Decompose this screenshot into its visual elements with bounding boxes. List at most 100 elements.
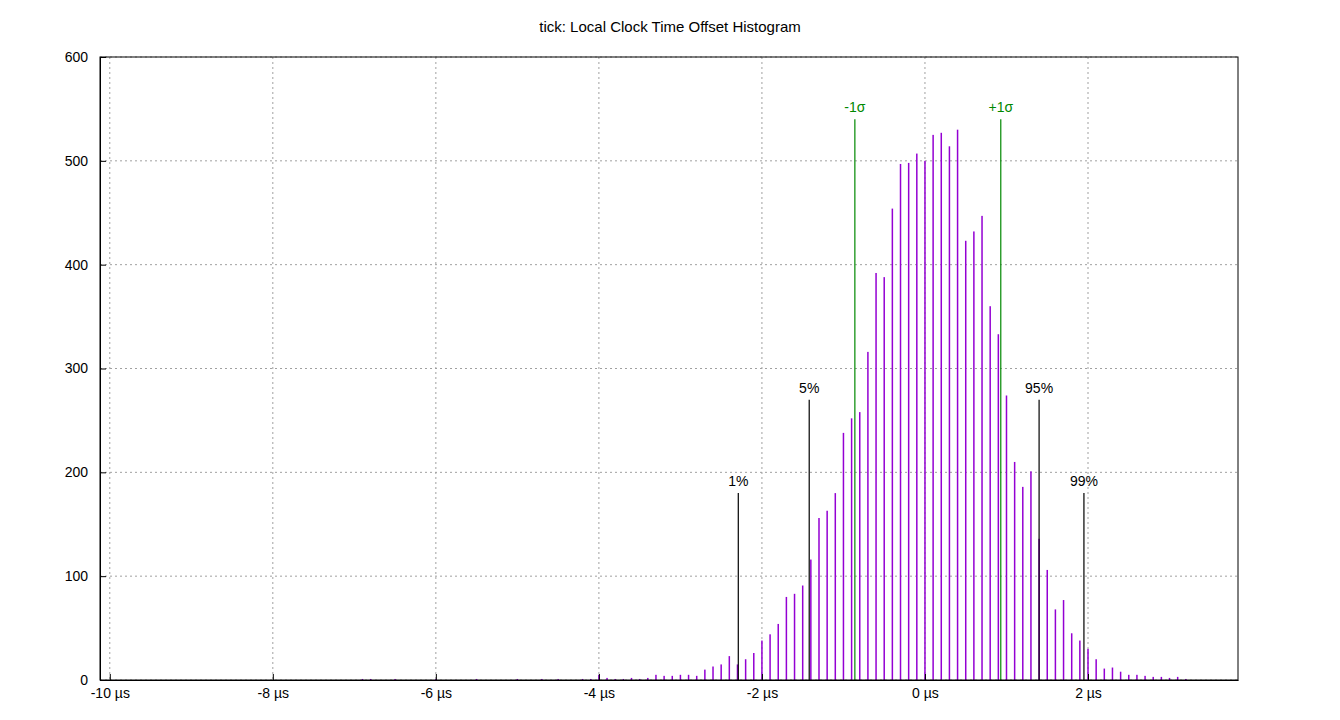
annotation-line (1000, 119, 1001, 680)
x-tick-mark (273, 674, 274, 680)
bar (957, 130, 959, 680)
y-axis: 0 100 200 300 400 500 600 (65, 49, 106, 688)
bar (655, 675, 657, 680)
y-tick-mark (100, 57, 106, 58)
y-grid-line (100, 160, 1238, 161)
bar (867, 352, 869, 680)
annotation-label: -1σ (844, 99, 865, 115)
bar (1022, 487, 1024, 680)
bar (908, 163, 910, 680)
x-tick-mark (1088, 674, 1089, 680)
bar (1079, 641, 1081, 680)
y-tick-label: 400 (65, 257, 89, 273)
bar (1071, 633, 1073, 680)
bar (1046, 570, 1048, 680)
annotations: 1% 5% -1σ +1σ 95% 99% (728, 99, 1098, 680)
y-tick-mark (100, 680, 106, 681)
bar (598, 675, 600, 680)
x-tick-mark (436, 674, 437, 680)
y-tick: 400 (65, 257, 106, 273)
y-tick: 100 (65, 568, 106, 584)
y-tick-label: 300 (65, 360, 89, 376)
x-tick: 2 µs (1075, 674, 1102, 701)
y-tick: 600 (65, 49, 106, 65)
bar (989, 306, 991, 680)
grid (100, 57, 1238, 680)
y-tick-mark (100, 161, 106, 162)
bar (720, 664, 722, 680)
bar (843, 433, 845, 680)
y-grid-line (100, 368, 1238, 369)
annotation-line (738, 493, 739, 680)
bar (998, 334, 1000, 680)
x-grid-line (272, 57, 273, 680)
x-axis-line (101, 680, 1239, 681)
annotation-label: +1σ (988, 99, 1013, 115)
bar (688, 675, 690, 680)
bar (672, 676, 674, 680)
bar (663, 676, 665, 680)
bar (753, 653, 755, 680)
x-tick: -6 µs (421, 674, 452, 701)
x-tick: 0 µs (912, 674, 939, 701)
bar (794, 594, 796, 680)
bar (932, 135, 934, 680)
bar (851, 418, 853, 680)
bar (818, 518, 820, 680)
y-tick-mark (100, 576, 106, 577)
x-tick-label: -10 µs (91, 685, 130, 701)
x-tick-mark (599, 674, 600, 680)
bar (859, 412, 861, 680)
title: tick: Local Clock Time Offset Histogram (539, 18, 800, 35)
bar (973, 231, 975, 680)
bar (941, 133, 943, 680)
bar (1055, 609, 1057, 680)
bar (826, 511, 828, 680)
x-axis: -10 µs-8 µs-6 µs-4 µs-2 µs0 µs2 µs (91, 674, 1239, 701)
bar (704, 670, 706, 680)
annotation-line (1038, 400, 1039, 680)
bar (1144, 676, 1146, 680)
x-grid-line (598, 57, 599, 680)
bar (916, 154, 918, 680)
x-tick-mark (762, 674, 763, 680)
bar (1128, 675, 1130, 680)
x-tick: -4 µs (584, 674, 615, 701)
annotation-label: 99% (1070, 473, 1098, 489)
bar (875, 273, 877, 680)
y-tick-label: 600 (65, 49, 89, 65)
annotation-label: 95% (1025, 380, 1053, 396)
bar (900, 164, 902, 680)
bar (769, 634, 771, 680)
bar (965, 241, 967, 680)
y-tick-mark (100, 369, 106, 370)
y-tick-label: 200 (65, 464, 89, 480)
x-tick: -10 µs (91, 674, 130, 701)
chart: 1%5%-1σ+1σ95%99%-10 µs-8 µs-6 µs-4 µs-2 … (0, 0, 1340, 720)
x-tick-label: -8 µs (258, 685, 289, 701)
plot-area (362, 130, 1187, 680)
bar (761, 641, 763, 680)
bar (949, 146, 951, 680)
annotation-label: 1% (728, 473, 748, 489)
x-tick-mark (925, 674, 926, 680)
bar (802, 586, 804, 680)
annotation-label: 5% (799, 380, 819, 396)
annotation-line (809, 400, 810, 680)
y-tick-mark (100, 472, 106, 473)
y-tick: 0 (80, 672, 106, 688)
x-tick-label: 2 µs (1075, 685, 1102, 701)
bar (1006, 395, 1008, 680)
bar (712, 667, 714, 680)
y-tick-mark (100, 265, 106, 266)
y-tick-label: 500 (65, 153, 89, 169)
bar (981, 216, 983, 680)
bar (786, 597, 788, 680)
annotation-line (854, 119, 855, 680)
x-tick: -8 µs (258, 674, 289, 701)
bar (696, 676, 698, 680)
bar (1063, 600, 1065, 680)
bar (745, 659, 747, 680)
x-tick-label: -6 µs (421, 685, 452, 701)
plot-frame (100, 57, 1238, 680)
